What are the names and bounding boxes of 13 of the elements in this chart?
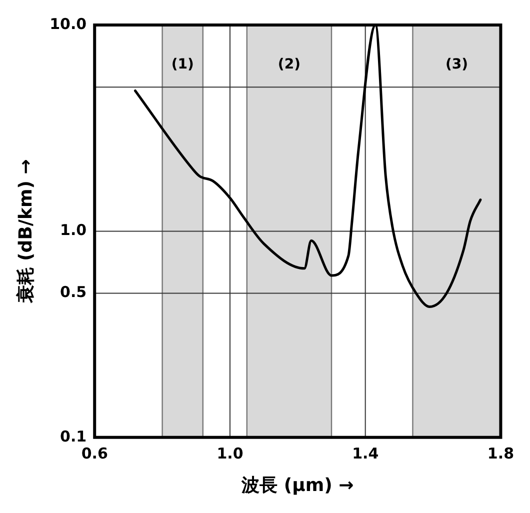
x-tick-label: 1.8 — [487, 444, 514, 462]
x-tick-label: 0.6 — [81, 444, 108, 462]
band-label: (1) — [171, 56, 194, 73]
y-axis-title: 衰耗 (dB/km) → — [15, 159, 36, 304]
y-tick-label: 0.5 — [60, 283, 87, 302]
x-axis-title: 波長 (µm) → — [240, 474, 354, 496]
x-tick-label: 1.4 — [352, 444, 379, 462]
y-tick-label: 0.1 — [60, 427, 87, 446]
y-tick-label: 1.0 — [60, 221, 87, 240]
band-label: (3) — [445, 56, 468, 73]
y-tick-label: 10.0 — [50, 14, 87, 33]
band-label: (2) — [278, 56, 300, 73]
x-tick-label: 1.0 — [216, 444, 244, 462]
